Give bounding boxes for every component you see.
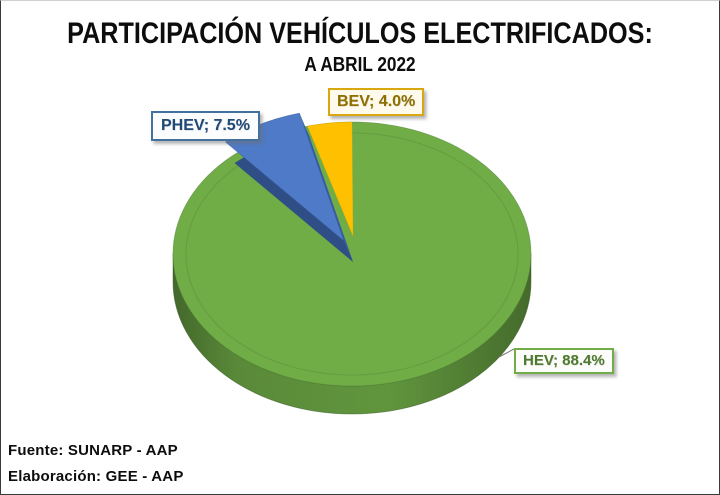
data-label-phev: PHEV; 7.5% xyxy=(151,111,260,141)
chart-title: PARTICIPACIÓN VEHÍCULOS ELECTRIFICADOS: xyxy=(67,17,653,50)
hev-leader-line xyxy=(498,348,515,358)
source-note: Fuente: SUNARP - AAP xyxy=(8,442,178,459)
elaboration-note: Elaboración: GEE - AAP xyxy=(8,468,184,485)
data-label-bev: BEV; 4.0% xyxy=(328,88,425,116)
slice-phev-cut-face xyxy=(299,113,353,262)
chart-subtitle: A ABRIL 2022 xyxy=(304,54,416,76)
slice-phev xyxy=(225,112,345,242)
footer-notes: Fuente: SUNARP - AAP Elaboración: GEE - … xyxy=(8,442,184,494)
data-label-hev: HEV; 88.4% xyxy=(514,348,614,374)
slice-bev xyxy=(307,121,354,237)
